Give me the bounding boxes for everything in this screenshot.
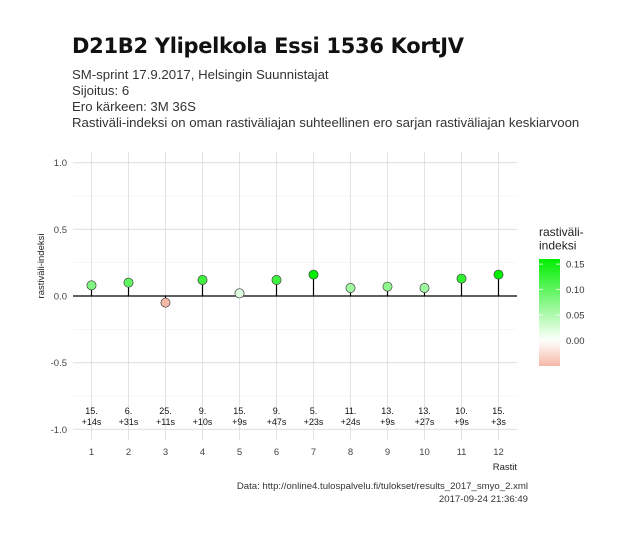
subtitle-line-event: SM-sprint 17.9.2017, Helsingin Suunnista… (72, 67, 329, 82)
diff-label: +31s (119, 417, 139, 427)
data-source: Data: http://online4.tulospalvelu.fi/tul… (236, 481, 528, 492)
rank-label: 13. (381, 406, 394, 416)
diff-label: +47s (267, 417, 287, 427)
y-tick-label: -0.5 (51, 358, 67, 369)
data-point (234, 288, 245, 299)
rank-label: 25. (159, 406, 172, 416)
diff-label: +27s (415, 417, 435, 427)
subtitle-line-description: Rastiväli-indeksi on oman rastiväliajan … (72, 115, 580, 130)
rank-label: 9. (199, 406, 207, 416)
generated-timestamp: 2017-09-24 21:36:49 (438, 494, 528, 505)
rank-label: 15. (85, 406, 98, 416)
data-point (382, 281, 393, 292)
data-point (345, 283, 356, 293)
diff-label: +11s (156, 417, 176, 427)
x-axis-title: Rastit (493, 462, 518, 473)
rank-label: 9. (273, 406, 281, 416)
rank-label: 15. (233, 406, 246, 416)
legend-tick-label: 0.05 (566, 311, 585, 322)
legend-tick-label: 0.15 (566, 260, 585, 271)
diff-label: +9s (454, 417, 469, 427)
x-tick-label: 10 (419, 447, 430, 458)
diff-label: +24s (341, 417, 361, 427)
x-tick-label: 1 (89, 447, 94, 458)
diff-label: +14s (82, 417, 102, 427)
rank-label: 5. (310, 406, 318, 416)
rank-label: 6. (125, 406, 133, 416)
x-tick-label: 9 (385, 447, 390, 458)
x-tick-label: 6 (274, 447, 279, 458)
y-tick-label: -1.0 (51, 425, 67, 436)
data-point (160, 297, 171, 308)
legend-tick-label: 0.00 (566, 336, 585, 347)
chart-subtitle: SM-sprint 17.9.2017, Helsingin Suunnista… (72, 67, 579, 131)
data-point (123, 277, 134, 288)
x-tick-label: 5 (237, 447, 242, 458)
data-point (197, 275, 208, 285)
diff-label: +9s (380, 417, 395, 427)
rank-label: 10. (455, 406, 468, 416)
y-tick-label: 0.5 (54, 225, 67, 236)
data-point (86, 280, 97, 291)
x-tick-label: 8 (348, 447, 353, 458)
x-tick-label: 2 (126, 447, 131, 458)
x-tick-label: 12 (493, 447, 504, 458)
rank-label: 13. (418, 406, 431, 416)
x-tick-label: 11 (457, 447, 467, 458)
legend-title: indeksi (539, 239, 576, 253)
data-point (419, 283, 430, 293)
y-axis-title: rastiväli-indeksi (36, 234, 47, 299)
legend-colorbar (539, 259, 560, 366)
data-point (271, 275, 282, 285)
y-tick-label: 1.0 (54, 158, 67, 169)
x-tick-label: 3 (163, 447, 168, 458)
rank-label: 11. (345, 406, 357, 416)
diff-label: +3s (491, 417, 506, 427)
data-point (308, 269, 319, 280)
legend-title: rastiväli- (539, 225, 584, 239)
legend-tick-label: 0.10 (566, 285, 585, 296)
diff-label: +23s (304, 417, 324, 427)
data-point (493, 269, 504, 280)
diff-label: +9s (232, 417, 247, 427)
chart-title: D21B2 Ylipelkola Essi 1536 KortJV (72, 34, 464, 58)
data-point (456, 273, 467, 284)
x-tick-label: 7 (311, 447, 316, 458)
x-tick-label: 4 (200, 447, 205, 458)
subtitle-line-rank: Sijoitus: 6 (72, 83, 130, 98)
subtitle-line-gap: Ero kärkeen: 3M 36S (72, 99, 196, 114)
diff-label: +10s (193, 417, 213, 427)
rank-label: 15. (492, 406, 505, 416)
y-tick-label: 0.0 (54, 292, 67, 303)
chart-caption: Data: http://online4.tulospalvelu.fi/tul… (237, 480, 528, 506)
